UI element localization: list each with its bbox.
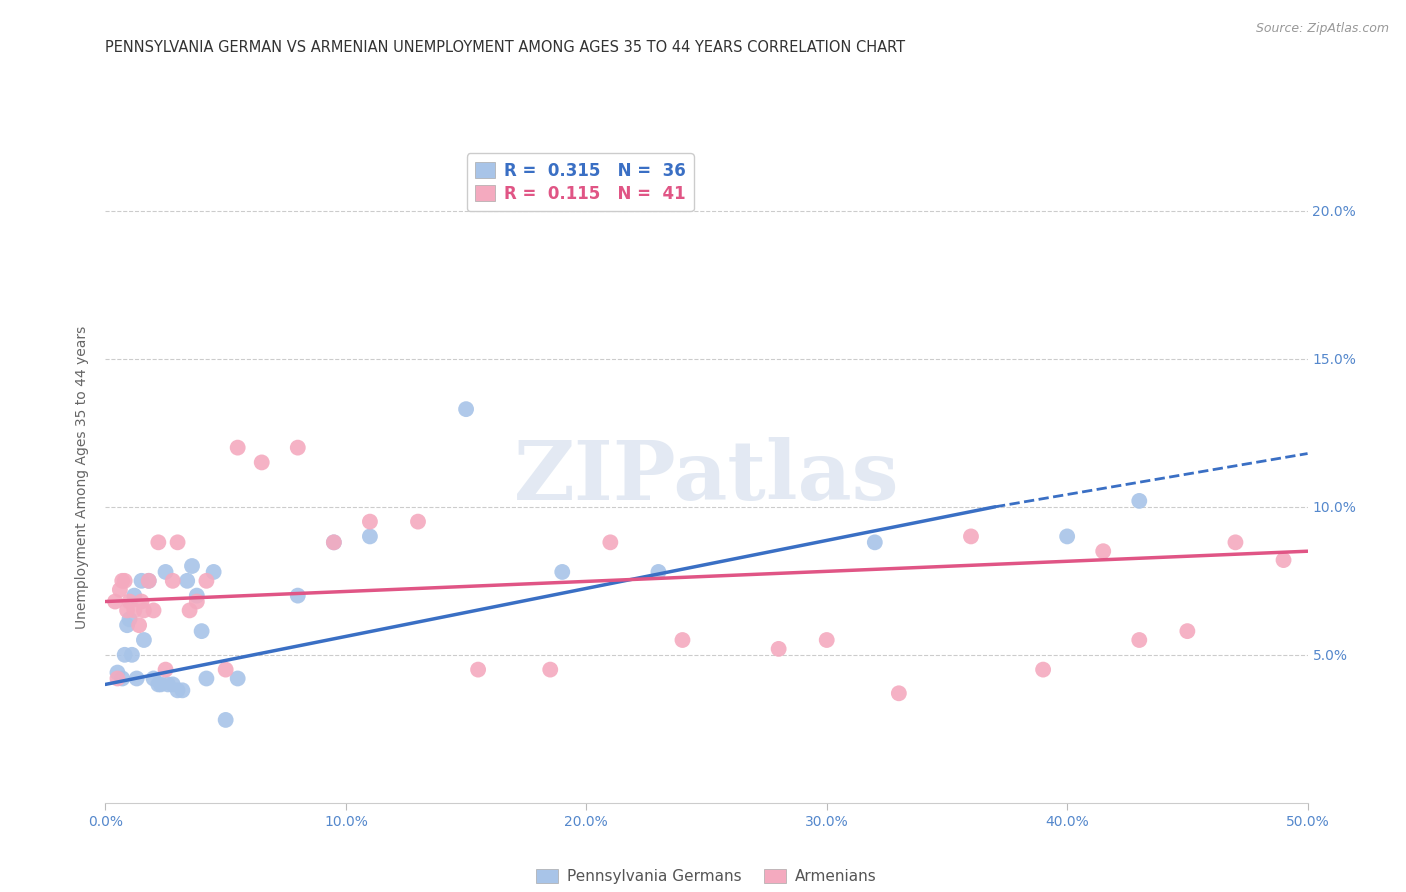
Text: ZIPatlas: ZIPatlas xyxy=(513,437,900,517)
Point xyxy=(214,663,236,677)
Point xyxy=(359,529,381,543)
Point xyxy=(538,663,561,677)
Point xyxy=(1092,544,1115,558)
Point xyxy=(172,683,194,698)
Point xyxy=(768,641,790,656)
Point xyxy=(1032,663,1054,677)
Point xyxy=(190,624,212,639)
Point xyxy=(195,672,218,686)
Point xyxy=(359,515,381,529)
Point xyxy=(1225,535,1247,549)
Point xyxy=(887,686,910,700)
Point xyxy=(863,535,886,549)
Point xyxy=(148,535,170,549)
Point xyxy=(162,677,184,691)
Point xyxy=(250,455,273,469)
Point xyxy=(115,618,138,632)
Point xyxy=(1056,529,1078,543)
Point xyxy=(121,648,143,662)
Point xyxy=(202,565,225,579)
Point xyxy=(155,565,177,579)
Point xyxy=(107,665,129,680)
Point xyxy=(138,574,160,588)
Point xyxy=(111,672,134,686)
Point xyxy=(104,594,127,608)
Point xyxy=(226,441,249,455)
Point xyxy=(118,612,141,626)
Point xyxy=(406,515,429,529)
Point xyxy=(322,535,344,549)
Point xyxy=(115,603,138,617)
Point xyxy=(186,589,208,603)
Point xyxy=(118,594,141,608)
Point xyxy=(124,589,146,603)
Point xyxy=(1128,494,1150,508)
Point xyxy=(287,441,309,455)
Point xyxy=(166,683,188,698)
Point xyxy=(815,633,838,648)
Legend: Pennsylvania Germans, Armenians: Pennsylvania Germans, Armenians xyxy=(530,863,883,890)
Point xyxy=(125,672,148,686)
Point xyxy=(132,633,155,648)
Point xyxy=(214,713,236,727)
Point xyxy=(599,535,621,549)
Point xyxy=(149,677,172,691)
Point xyxy=(131,594,153,608)
Point xyxy=(114,648,136,662)
Point xyxy=(1175,624,1198,639)
Point xyxy=(132,603,155,617)
Point xyxy=(1128,633,1150,648)
Point xyxy=(155,663,177,677)
Point xyxy=(467,663,489,677)
Text: PENNSYLVANIA GERMAN VS ARMENIAN UNEMPLOYMENT AMONG AGES 35 TO 44 YEARS CORRELATI: PENNSYLVANIA GERMAN VS ARMENIAN UNEMPLOY… xyxy=(105,40,905,55)
Point xyxy=(107,672,129,686)
Point xyxy=(162,574,184,588)
Point xyxy=(647,565,669,579)
Point xyxy=(176,574,198,588)
Point xyxy=(195,574,218,588)
Point xyxy=(142,672,165,686)
Point xyxy=(166,535,188,549)
Text: Source: ZipAtlas.com: Source: ZipAtlas.com xyxy=(1256,22,1389,36)
Point xyxy=(181,559,204,574)
Point xyxy=(114,574,136,588)
Point xyxy=(148,677,170,691)
Point xyxy=(111,574,134,588)
Point xyxy=(454,402,477,417)
Point xyxy=(156,677,179,691)
Point xyxy=(551,565,574,579)
Point xyxy=(960,529,983,543)
Point xyxy=(671,633,693,648)
Y-axis label: Unemployment Among Ages 35 to 44 years: Unemployment Among Ages 35 to 44 years xyxy=(76,326,90,629)
Point xyxy=(142,603,165,617)
Point xyxy=(131,574,153,588)
Point xyxy=(322,535,344,549)
Point xyxy=(1272,553,1295,567)
Point xyxy=(186,594,208,608)
Point xyxy=(108,582,131,597)
Point xyxy=(226,672,249,686)
Point xyxy=(128,618,150,632)
Point xyxy=(179,603,201,617)
Point xyxy=(287,589,309,603)
Point xyxy=(124,603,146,617)
Point xyxy=(138,574,160,588)
